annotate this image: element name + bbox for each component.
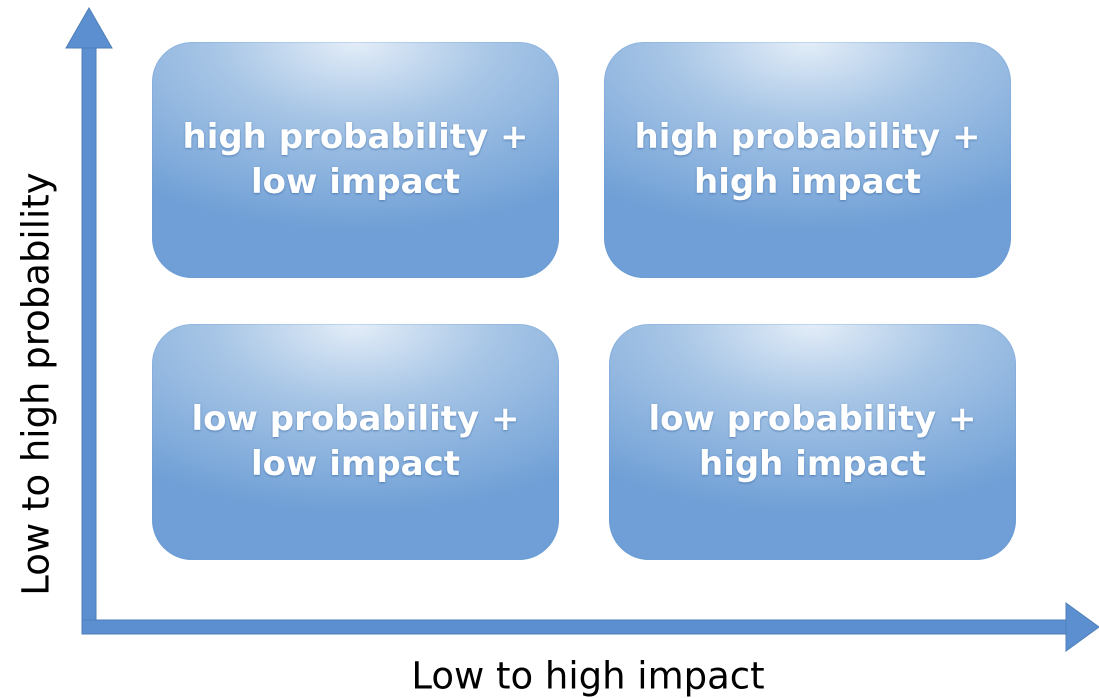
x-axis-label: Low to high impact — [411, 654, 765, 698]
quadrant-line-2: low impact — [250, 444, 461, 484]
quadrant-line-2: high impact — [698, 444, 926, 484]
quadrant-low-probability-low-impact: low probability + low impact — [152, 324, 559, 560]
quadrant-line-2: low impact — [250, 162, 461, 202]
x-axis-arrowhead — [1065, 602, 1099, 652]
y-axis-arrowhead — [65, 6, 113, 49]
quadrant-line-1: high probability + — [634, 117, 981, 157]
quadrant-line-1: low probability + — [191, 399, 520, 439]
quadrant-high-probability-high-impact: high probability + high impact — [604, 42, 1011, 278]
y-axis-line — [81, 43, 97, 635]
quadrant-line-2: high impact — [693, 162, 921, 202]
quadrant-high-probability-low-impact: high probability + low impact — [152, 42, 559, 278]
quadrant-line-1: low probability + — [648, 399, 977, 439]
quadrant-line-1: high probability + — [182, 117, 529, 157]
quadrant-low-probability-high-impact: low probability + high impact — [609, 324, 1016, 560]
x-axis-line — [81, 619, 1071, 635]
y-axis-label: Low to high probability — [14, 172, 58, 596]
